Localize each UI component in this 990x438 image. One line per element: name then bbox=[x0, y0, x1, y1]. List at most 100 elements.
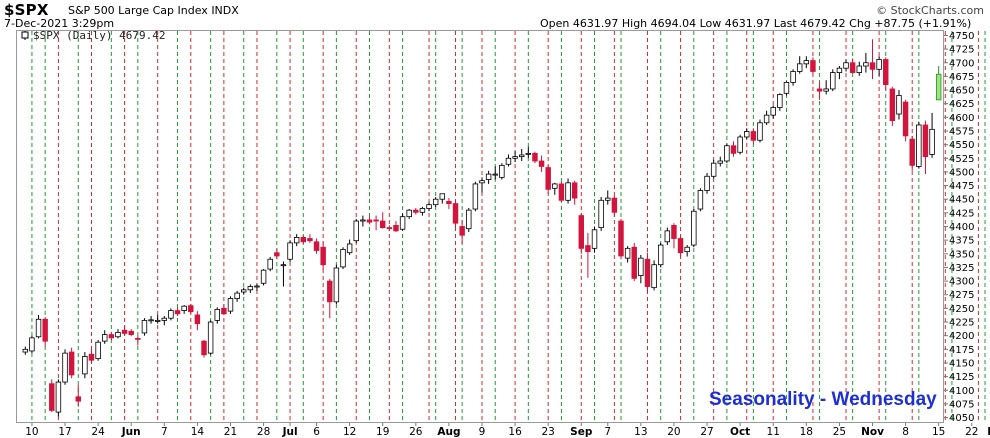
legend-label: $SPX (Daily) 4679.42 bbox=[33, 29, 166, 42]
y-tick-label: 4525 bbox=[949, 154, 974, 165]
candle-body bbox=[909, 138, 915, 166]
candle-body bbox=[459, 226, 465, 236]
candle-body bbox=[360, 219, 366, 222]
candle-body bbox=[816, 88, 823, 92]
candle-body bbox=[505, 157, 512, 165]
x-tick-label: Jul bbox=[282, 426, 298, 438]
y-tick-label: 4275 bbox=[949, 290, 974, 301]
y-tick-label: 4150 bbox=[949, 358, 974, 369]
candle-body bbox=[883, 59, 889, 85]
x-tick-label: 20 bbox=[667, 426, 680, 438]
x-tick-label: 8 bbox=[902, 426, 909, 438]
candle-body bbox=[35, 318, 42, 338]
candle-body bbox=[161, 317, 168, 321]
candle-body bbox=[684, 246, 690, 253]
x-tick-label: 10 bbox=[25, 426, 38, 438]
candle-body bbox=[763, 114, 770, 124]
candle-body bbox=[148, 319, 154, 322]
candle-body bbox=[631, 246, 637, 279]
x-tick-label: 9 bbox=[479, 426, 486, 438]
x-tick-label: 24 bbox=[91, 426, 105, 438]
x-tick-label: 11 bbox=[767, 426, 780, 438]
y-tick-label: 4675 bbox=[949, 72, 974, 83]
candle-body bbox=[830, 72, 836, 90]
x-tick-label: 28 bbox=[257, 426, 270, 438]
y-tick-label: 4200 bbox=[949, 331, 974, 342]
candle-body bbox=[724, 145, 730, 162]
y-tick-label: 4625 bbox=[949, 99, 974, 110]
y-tick-label: 4750 bbox=[949, 31, 974, 42]
candle-body bbox=[783, 82, 790, 94]
candle-body bbox=[843, 62, 849, 69]
chart-header: $SPX S&P 500 Large Cap Index INDX 7-Dec-… bbox=[0, 0, 990, 30]
x-axis: 10 17 24 Jun 7 14 21 28 Jul 6 12 19 26 Aug 9 16 23 Sep 7 13… bbox=[25, 423, 990, 438]
candle-body bbox=[88, 353, 95, 361]
candle-body bbox=[532, 152, 538, 162]
brand-label: © StockCharts.com bbox=[876, 4, 984, 17]
candle-body bbox=[247, 286, 254, 291]
x-tick-label: Aug bbox=[437, 426, 460, 438]
symbol-description: S&P 500 Large Cap Index INDX bbox=[68, 4, 239, 17]
candle-body bbox=[677, 238, 684, 254]
candle-body bbox=[340, 249, 346, 268]
candle-body bbox=[135, 337, 141, 340]
candle-body bbox=[366, 219, 373, 223]
x-tick-label: 23 bbox=[541, 426, 554, 438]
x-tick-label: 13 bbox=[634, 426, 647, 438]
candle-body bbox=[49, 383, 55, 411]
candle-body bbox=[267, 258, 273, 270]
candle-body bbox=[241, 289, 247, 293]
candle-body bbox=[22, 348, 29, 353]
candle-body bbox=[68, 351, 75, 376]
y-tick-label: 4225 bbox=[949, 318, 974, 329]
price-quote: Open 4631.97 High 4694.04 Low 4631.97 La… bbox=[540, 17, 972, 30]
x-tick-label: 22 bbox=[965, 426, 978, 438]
candle-body bbox=[406, 209, 412, 218]
candle-body bbox=[95, 341, 101, 359]
y-tick-label: 4050 bbox=[949, 413, 974, 424]
seasonality-lines bbox=[31, 31, 986, 422]
candle-body bbox=[558, 183, 565, 201]
candle-body bbox=[552, 183, 558, 189]
symbol: $SPX bbox=[4, 1, 49, 19]
exchange-text: INDX bbox=[211, 4, 239, 17]
x-tick-label: 26 bbox=[409, 426, 423, 438]
candle-body bbox=[472, 183, 479, 210]
x-tick-label: Nov bbox=[861, 426, 884, 438]
candle-body bbox=[757, 122, 763, 141]
candle-body bbox=[300, 237, 307, 243]
candle-body bbox=[386, 227, 393, 229]
candle-body bbox=[744, 131, 750, 138]
candle-body bbox=[293, 237, 300, 244]
candle-body bbox=[214, 309, 220, 321]
y-tick-label: 4425 bbox=[949, 208, 974, 219]
candle-body bbox=[115, 331, 121, 338]
candle-legend-icon bbox=[20, 30, 30, 40]
x-tick-label: 17 bbox=[58, 426, 71, 438]
y-tick-label: 4575 bbox=[949, 126, 974, 137]
x-tick-label: 7 bbox=[161, 426, 168, 438]
candle-body bbox=[260, 269, 267, 284]
candle-body bbox=[201, 340, 207, 356]
candle-body bbox=[168, 310, 174, 319]
x-tick-label: 18 bbox=[800, 426, 813, 438]
candle-body bbox=[194, 314, 201, 325]
candle-body bbox=[327, 280, 333, 303]
candle-body bbox=[492, 173, 498, 176]
candle-body bbox=[810, 60, 816, 72]
candle-body bbox=[188, 305, 194, 313]
candle-body bbox=[466, 209, 472, 230]
candle-body bbox=[82, 356, 88, 375]
y-tick-label: 4100 bbox=[949, 386, 974, 397]
candle-body bbox=[697, 190, 704, 210]
candle-body bbox=[565, 182, 571, 201]
candle-body bbox=[446, 200, 452, 204]
candle-body bbox=[598, 199, 604, 228]
candle-body bbox=[254, 285, 260, 288]
candle-body bbox=[605, 197, 611, 201]
candle-body bbox=[618, 220, 624, 257]
candle-body bbox=[128, 330, 134, 335]
candle-body bbox=[62, 352, 68, 383]
y-tick-label: 4400 bbox=[949, 222, 974, 233]
y-tick-label: 4550 bbox=[949, 140, 974, 151]
